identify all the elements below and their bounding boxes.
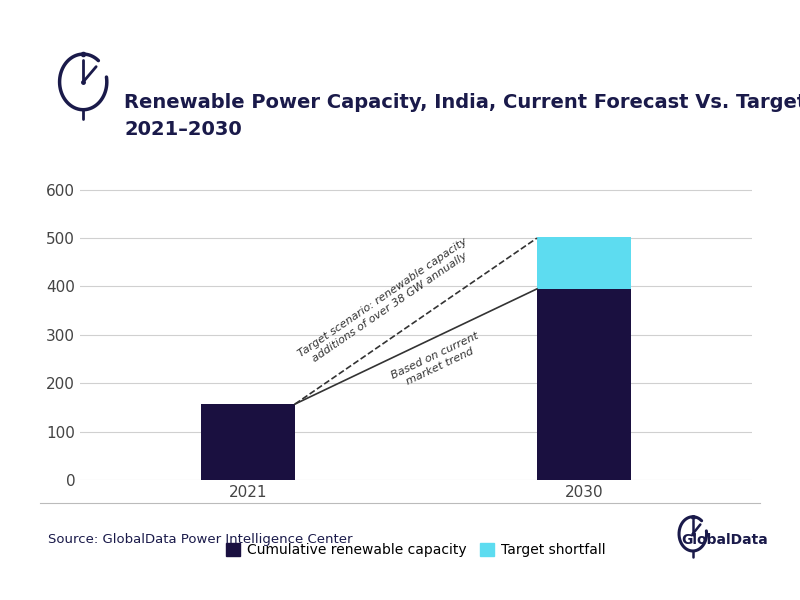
Text: 2021–2030: 2021–2030 — [124, 120, 242, 139]
Text: GlobalData: GlobalData — [682, 533, 768, 547]
Legend: Cumulative renewable capacity, Target shortfall: Cumulative renewable capacity, Target sh… — [226, 543, 606, 557]
Text: Renewable Power Capacity, India, Current Forecast Vs. Target,: Renewable Power Capacity, India, Current… — [124, 93, 800, 112]
Bar — [537, 289, 631, 480]
Text: Based on current
market trend: Based on current market trend — [390, 331, 486, 391]
Text: Source: GlobalData Power Intelligence Center: Source: GlobalData Power Intelligence Ce… — [48, 533, 353, 547]
Text: Target scenario: renewable capacity
additions of over 38 GW annually: Target scenario: renewable capacity addi… — [297, 236, 476, 368]
Bar — [537, 237, 631, 289]
Bar — [201, 404, 295, 480]
